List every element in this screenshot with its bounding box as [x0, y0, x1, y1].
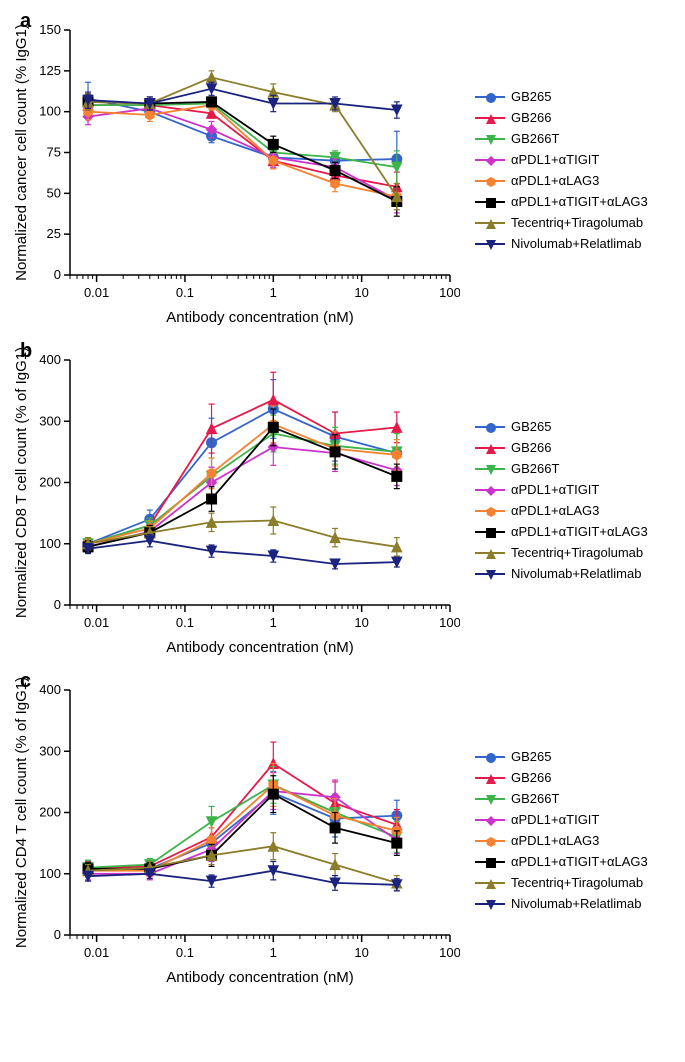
- svg-text:0.1: 0.1: [176, 945, 194, 960]
- legend-label: GB266T: [511, 461, 559, 476]
- legend-item-GB266T: GB266T: [475, 791, 648, 806]
- legend-item-aPDL1_aTIGIT: αPDL1+αTIGIT: [475, 152, 648, 167]
- svg-text:100: 100: [39, 536, 61, 551]
- chart-a: 0 25 50 75 100 125 150 0.01 0.1 1 10 100 Antibody co…: [10, 10, 460, 330]
- svg-text:Normalized CD4 T cell count (%: Normalized CD4 T cell count (% of IgG1): [13, 677, 30, 948]
- svg-text:200: 200: [39, 475, 61, 490]
- svg-text:0.1: 0.1: [176, 285, 194, 300]
- svg-text:1: 1: [270, 945, 277, 960]
- legend-label: GB265: [511, 89, 551, 104]
- panel-b: b 0 100 200 300 400 0.01 0.1 1 10 100 Antibody con…: [10, 340, 685, 660]
- svg-text:50: 50: [47, 185, 61, 200]
- svg-text:0.01: 0.01: [84, 945, 109, 960]
- legend-label: Tecentriq+Tiragolumab: [511, 215, 643, 230]
- legend-label: Nivolumab+Relatlimab: [511, 896, 641, 911]
- legend-item-aPDL1_aTIGIT_aLAG3: αPDL1+αTIGIT+αLAG3: [475, 524, 648, 539]
- svg-text:Normalized cancer cell count (: Normalized cancer cell count (% IgG1): [13, 24, 30, 281]
- legend-item-aPDL1_aTIGIT: αPDL1+αTIGIT: [475, 812, 648, 827]
- svg-text:100: 100: [439, 945, 460, 960]
- legend: GB265 GB266 GB266T αPDL1+αTIGIT: [475, 743, 648, 917]
- legend-item-GB266: GB266: [475, 110, 648, 125]
- legend-label: Tecentriq+Tiragolumab: [511, 545, 643, 560]
- svg-text:25: 25: [47, 226, 61, 241]
- legend-label: αPDL1+αTIGIT: [511, 812, 599, 827]
- svg-text:10: 10: [354, 615, 368, 630]
- svg-text:1: 1: [270, 285, 277, 300]
- svg-text:100: 100: [39, 866, 61, 881]
- legend-item-Nivolumab_Relatlimab: Nivolumab+Relatlimab: [475, 236, 648, 251]
- svg-text:0.01: 0.01: [84, 615, 109, 630]
- legend-item-Tecentriq_Tiragolumab: Tecentriq+Tiragolumab: [475, 215, 648, 230]
- legend-label: αPDL1+αTIGIT: [511, 152, 599, 167]
- svg-text:100: 100: [39, 104, 61, 119]
- legend-label: GB265: [511, 749, 551, 764]
- legend-label: αPDL1+αLAG3: [511, 833, 599, 848]
- svg-text:75: 75: [47, 145, 61, 160]
- legend-item-GB265: GB265: [475, 89, 648, 104]
- legend-label: GB266T: [511, 131, 559, 146]
- svg-text:Antibody concentration (nM): Antibody concentration (nM): [166, 969, 354, 986]
- svg-text:Normalized CD8 T cell count (%: Normalized CD8 T cell count (% of IgG1): [13, 347, 30, 618]
- legend-item-Tecentriq_Tiragolumab: Tecentriq+Tiragolumab: [475, 875, 648, 890]
- legend-item-aPDL1_aTIGIT_aLAG3: αPDL1+αTIGIT+αLAG3: [475, 854, 648, 869]
- svg-text:400: 400: [39, 352, 61, 367]
- legend-label: Nivolumab+Relatlimab: [511, 236, 641, 251]
- legend-item-GB266T: GB266T: [475, 461, 648, 476]
- legend-label: GB265: [511, 419, 551, 434]
- svg-text:200: 200: [39, 805, 61, 820]
- panel-c: c 0 100 200 300 400 0.01 0.1 1 10 100 Antibody con…: [10, 670, 685, 990]
- legend-label: αPDL1+αTIGIT+αLAG3: [511, 524, 648, 539]
- svg-text:300: 300: [39, 743, 61, 758]
- legend-item-aPDL1_aLAG3: αPDL1+αLAG3: [475, 173, 648, 188]
- legend-item-aPDL1_aTIGIT_aLAG3: αPDL1+αTIGIT+αLAG3: [475, 194, 648, 209]
- legend-item-GB266T: GB266T: [475, 131, 648, 146]
- svg-text:100: 100: [439, 285, 460, 300]
- svg-text:Antibody concentration (nM): Antibody concentration (nM): [166, 639, 354, 656]
- svg-text:0: 0: [54, 927, 61, 942]
- svg-text:0.01: 0.01: [84, 285, 109, 300]
- svg-text:150: 150: [39, 22, 61, 37]
- legend: GB265 GB266 GB266T αPDL1+αTIGIT: [475, 83, 648, 257]
- legend-label: Nivolumab+Relatlimab: [511, 566, 641, 581]
- legend-item-aPDL1_aTIGIT: αPDL1+αTIGIT: [475, 482, 648, 497]
- chart-b: 0 100 200 300 400 0.01 0.1 1 10 100 Antibody conce…: [10, 340, 460, 660]
- panel-a: a 0 25 50 75 100 125 150 0.01 0.1 1 10 100 Antibody …: [10, 10, 685, 330]
- legend-label: GB266: [511, 440, 551, 455]
- legend-item-aPDL1_aLAG3: αPDL1+αLAG3: [475, 503, 648, 518]
- legend-label: GB266: [511, 770, 551, 785]
- svg-text:1: 1: [270, 615, 277, 630]
- legend: GB265 GB266 GB266T αPDL1+αTIGIT: [475, 413, 648, 587]
- svg-text:0.1: 0.1: [176, 615, 194, 630]
- legend-item-GB265: GB265: [475, 749, 648, 764]
- legend-item-GB266: GB266: [475, 770, 648, 785]
- legend-item-Nivolumab_Relatlimab: Nivolumab+Relatlimab: [475, 566, 648, 581]
- legend-label: αPDL1+αTIGIT: [511, 482, 599, 497]
- svg-text:0: 0: [54, 597, 61, 612]
- legend-label: αPDL1+αTIGIT+αLAG3: [511, 194, 648, 209]
- legend-item-aPDL1_aLAG3: αPDL1+αLAG3: [475, 833, 648, 848]
- svg-text:0: 0: [54, 267, 61, 282]
- legend-label: GB266T: [511, 791, 559, 806]
- panel-label-b: b: [20, 340, 32, 363]
- legend-label: αPDL1+αTIGIT+αLAG3: [511, 854, 648, 869]
- legend-item-Tecentriq_Tiragolumab: Tecentriq+Tiragolumab: [475, 545, 648, 560]
- legend-label: GB266: [511, 110, 551, 125]
- svg-text:Antibody concentration (nM): Antibody concentration (nM): [166, 309, 354, 326]
- svg-text:400: 400: [39, 682, 61, 697]
- chart-c: 0 100 200 300 400 0.01 0.1 1 10 100 Antibody conce…: [10, 670, 460, 990]
- svg-text:10: 10: [354, 945, 368, 960]
- svg-text:100: 100: [439, 615, 460, 630]
- legend-item-GB265: GB265: [475, 419, 648, 434]
- legend-label: αPDL1+αLAG3: [511, 173, 599, 188]
- legend-label: αPDL1+αLAG3: [511, 503, 599, 518]
- svg-text:125: 125: [39, 63, 61, 78]
- panel-label-c: c: [20, 670, 31, 693]
- svg-text:10: 10: [354, 285, 368, 300]
- panel-label-a: a: [20, 10, 31, 33]
- legend-item-Nivolumab_Relatlimab: Nivolumab+Relatlimab: [475, 896, 648, 911]
- legend-label: Tecentriq+Tiragolumab: [511, 875, 643, 890]
- legend-item-GB266: GB266: [475, 440, 648, 455]
- svg-text:300: 300: [39, 413, 61, 428]
